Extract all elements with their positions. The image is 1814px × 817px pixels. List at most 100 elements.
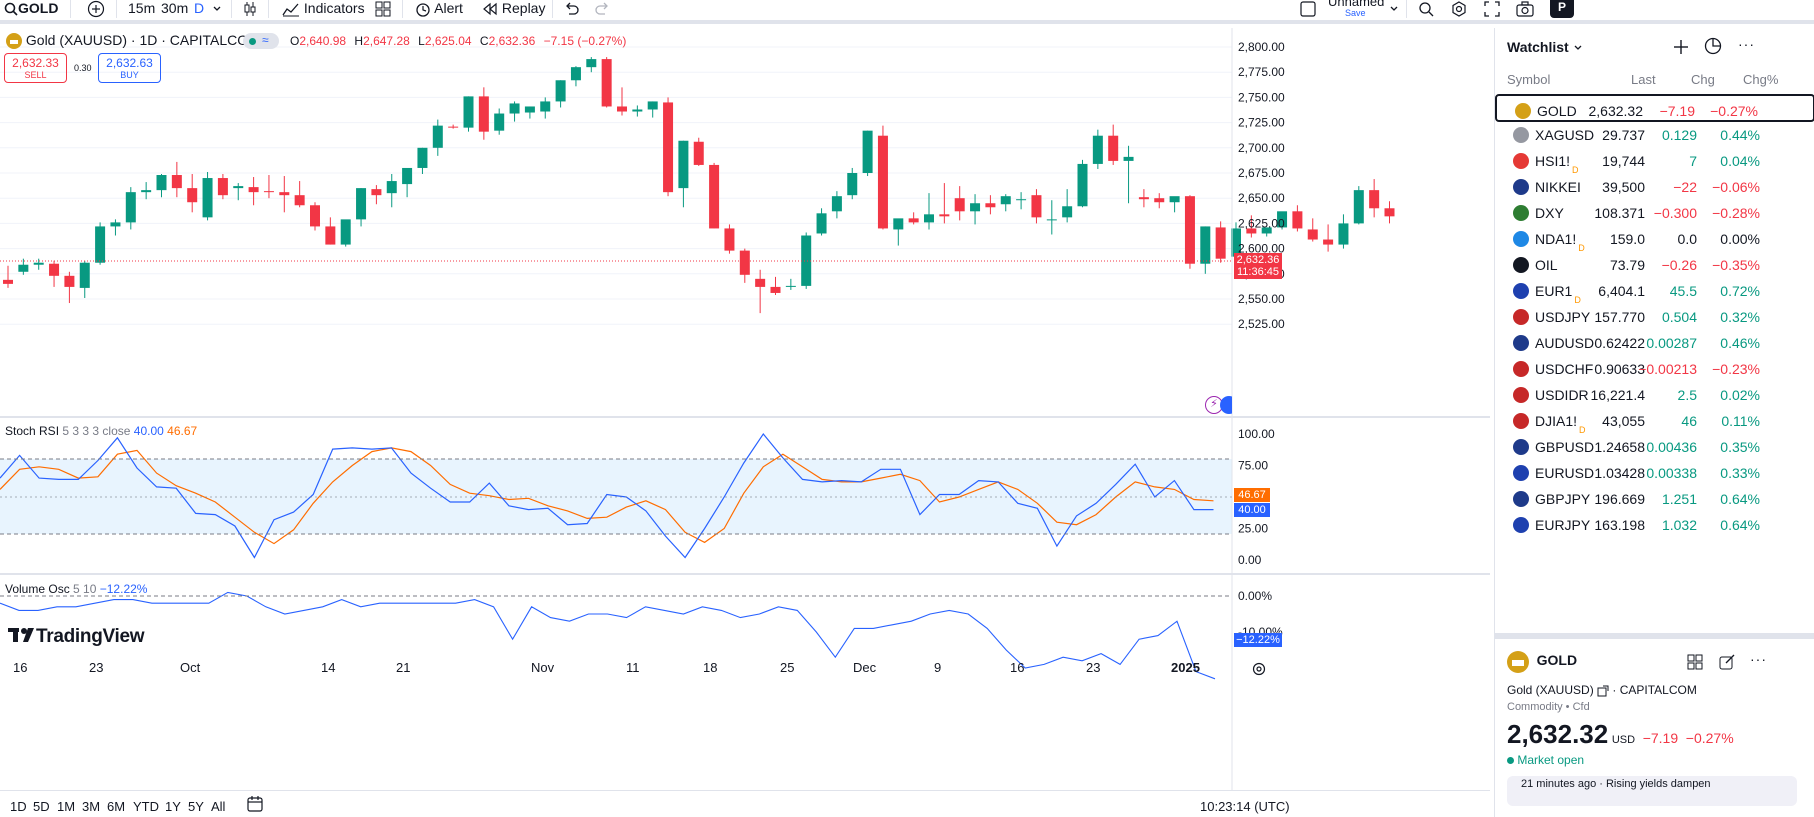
details-more-button[interactable]: ···	[1750, 651, 1767, 667]
candle-body	[755, 278, 766, 287]
watchlist-row[interactable]: OIL 73.79 −0.26 −0.35%	[1495, 250, 1814, 280]
buy-button[interactable]: 2,632.63 BUY	[98, 53, 161, 83]
layout-name[interactable]: Unnamed	[1328, 0, 1385, 9]
watchlist-row[interactable]: NDA1!D 159.0 0.0 0.00%	[1495, 224, 1814, 254]
goto-date-button[interactable]	[246, 795, 264, 813]
candle	[524, 106, 535, 119]
dividend-event-icon[interactable]	[1220, 396, 1232, 414]
quick-search-button[interactable]	[1418, 0, 1434, 18]
brand-name: TradingView	[36, 626, 145, 647]
watchlist-row[interactable]: GOLD 2,632.32 −7.19 −0.27%	[1495, 94, 1814, 122]
chart-canvas[interactable]: 2,800.00 2,775.00 2,750.00 2,725.00 2,700.00…	[0, 28, 1490, 790]
redo-button[interactable]	[595, 0, 611, 18]
candle-body	[540, 101, 551, 112]
candle-body	[524, 106, 535, 113]
details-symbol-row[interactable]: GOLD	[1507, 651, 1577, 673]
indicators-icon	[282, 3, 299, 17]
watchlist-symbol: OIL	[1535, 257, 1558, 273]
candle	[371, 185, 382, 205]
user-avatar[interactable]: P	[1550, 0, 1574, 18]
price-tick-label: 2,625.00	[1238, 216, 1285, 230]
compare-symbol-button[interactable]	[87, 0, 105, 18]
range-button-6m[interactable]: 6M	[107, 799, 126, 814]
range-button-1d[interactable]: 1D	[10, 799, 27, 814]
watchlist-row[interactable]: DXY 108.371 −0.300 −0.28%	[1495, 198, 1814, 228]
layout-save-button[interactable]	[1300, 0, 1316, 18]
layouts-button[interactable]	[375, 0, 391, 18]
watchlist-row[interactable]: DJIA1!D 43,055 46 0.11%	[1495, 406, 1814, 436]
details-edit-button[interactable]	[1719, 653, 1735, 670]
utc-clock[interactable]: 10:23:14 (UTC)	[1200, 799, 1290, 814]
delayed-badge: D	[1579, 425, 1586, 435]
interval-dropdown[interactable]	[212, 0, 222, 18]
watchlist-row[interactable]: HSI1!D 19,744 7 0.04%	[1495, 146, 1814, 176]
candle	[432, 119, 443, 156]
watchlist-row[interactable]: EURJPY 163.198 1.032 0.64%	[1495, 510, 1814, 540]
chart-type-button[interactable]	[243, 0, 257, 18]
add-symbol-button[interactable]	[1673, 38, 1689, 55]
candle-body	[1000, 196, 1011, 205]
fullscreen-button[interactable]	[1484, 0, 1500, 18]
column-chg[interactable]: Chg	[1691, 72, 1715, 87]
undo-button[interactable]	[563, 0, 579, 18]
range-button-5d[interactable]: 5D	[33, 799, 50, 814]
details-layout-button[interactable]	[1687, 653, 1703, 670]
axis-settings-button[interactable]	[1252, 660, 1266, 676]
watchlist-row[interactable]: USDCHF 0.90633 −0.00213 −0.23%	[1495, 354, 1814, 384]
watchlist-row[interactable]: EURUSD 1.03428 0.00338 0.33%	[1495, 458, 1814, 488]
range-button-1y[interactable]: 1Y	[165, 799, 181, 814]
watchlist-row[interactable]: USDIDR 16,221.4 2.5 0.02%	[1495, 380, 1814, 410]
watchlist-title-button[interactable]: Watchlist	[1507, 39, 1583, 55]
watchlist-symbol-text: AUDUSD	[1535, 335, 1595, 351]
layout-dropdown[interactable]	[1389, 0, 1399, 18]
volume-osc-legend[interactable]: Volume Osc 5 10 −12.22%	[5, 582, 147, 596]
silver-icon	[1513, 127, 1529, 143]
watchlist-row[interactable]: XAGUSD 29.737 0.129 0.44%	[1495, 120, 1814, 150]
interval-30m[interactable]: 30m	[161, 0, 189, 16]
symbol-title[interactable]: Gold (XAUUSD) · 1D · CAPITALCOM	[25, 32, 260, 48]
candle	[632, 105, 643, 117]
watchlist-chgp: −0.06%	[1712, 179, 1760, 195]
candle-body	[1154, 198, 1165, 203]
column-symbol[interactable]: Symbol	[1507, 72, 1551, 87]
candle-body	[570, 67, 581, 81]
watchlist-row[interactable]: EUR1D 6,404.1 45.5 0.72%	[1495, 276, 1814, 306]
column-chgp[interactable]: Chg%	[1743, 72, 1779, 87]
interval-1d[interactable]: D	[194, 0, 205, 16]
watchlist-row[interactable]: GBPJPY 196.669 1.251 0.64%	[1495, 484, 1814, 514]
replay-button[interactable]: Replay	[482, 0, 545, 18]
price-axis[interactable]: 2,800.00 2,775.00 2,750.00 2,725.00 2,700.00…	[1238, 40, 1285, 639]
chart-area[interactable]: 2,800.00 2,775.00 2,750.00 2,725.00 2,700.00…	[0, 28, 1490, 790]
alert-button[interactable]: Alert	[415, 0, 463, 18]
range-button-all[interactable]: All	[211, 799, 226, 814]
sell-button[interactable]: 2,632.33 SELL	[4, 53, 67, 83]
market-status-text: Market open	[1517, 753, 1585, 767]
watchlist-row[interactable]: NIKKEI 39,500 −22 −0.06%	[1495, 172, 1814, 202]
details-name[interactable]: Gold (XAUUSD)	[1507, 683, 1594, 697]
interval-15m[interactable]: 15m	[128, 0, 156, 16]
market-status-pill[interactable]: ≈	[243, 33, 279, 49]
settings-button[interactable]	[1451, 0, 1467, 18]
watchlist-row[interactable]: USDJPY 157.770 0.504 0.32%	[1495, 302, 1814, 332]
candle	[1277, 211, 1288, 230]
range-button-3m[interactable]: 3M	[82, 799, 101, 814]
indicators-button[interactable]: Indicators	[282, 0, 365, 18]
range-button-5y[interactable]: 5Y	[188, 799, 204, 814]
advanced-view-button[interactable]	[1704, 37, 1722, 55]
tradingview-logo[interactable]: TradingView	[8, 626, 145, 648]
more-options-button[interactable]: ···	[1738, 36, 1755, 52]
range-button-1m[interactable]: 1M	[57, 799, 76, 814]
candle-body	[141, 190, 152, 193]
gb-flag-icon	[1513, 491, 1529, 507]
candle	[478, 87, 489, 140]
watchlist-row[interactable]: GBPUSD 1.24658 0.00436 0.35%	[1495, 432, 1814, 462]
range-button-ytd[interactable]: YTD	[133, 799, 159, 814]
symbol-search-button[interactable]: GOLD	[4, 0, 58, 18]
vol-value: −12.22%	[99, 582, 148, 596]
watchlist-row[interactable]: AUDUSD 0.62422 0.00287 0.46%	[1495, 328, 1814, 358]
news-item[interactable]: 21 minutes ago · Rising yields dampen	[1507, 776, 1797, 806]
stoch-rsi-legend[interactable]: Stoch RSI 5 3 3 3 close 40.00 46.67	[5, 424, 197, 438]
column-last[interactable]: Last	[1631, 72, 1656, 87]
snapshot-button[interactable]	[1516, 0, 1534, 18]
